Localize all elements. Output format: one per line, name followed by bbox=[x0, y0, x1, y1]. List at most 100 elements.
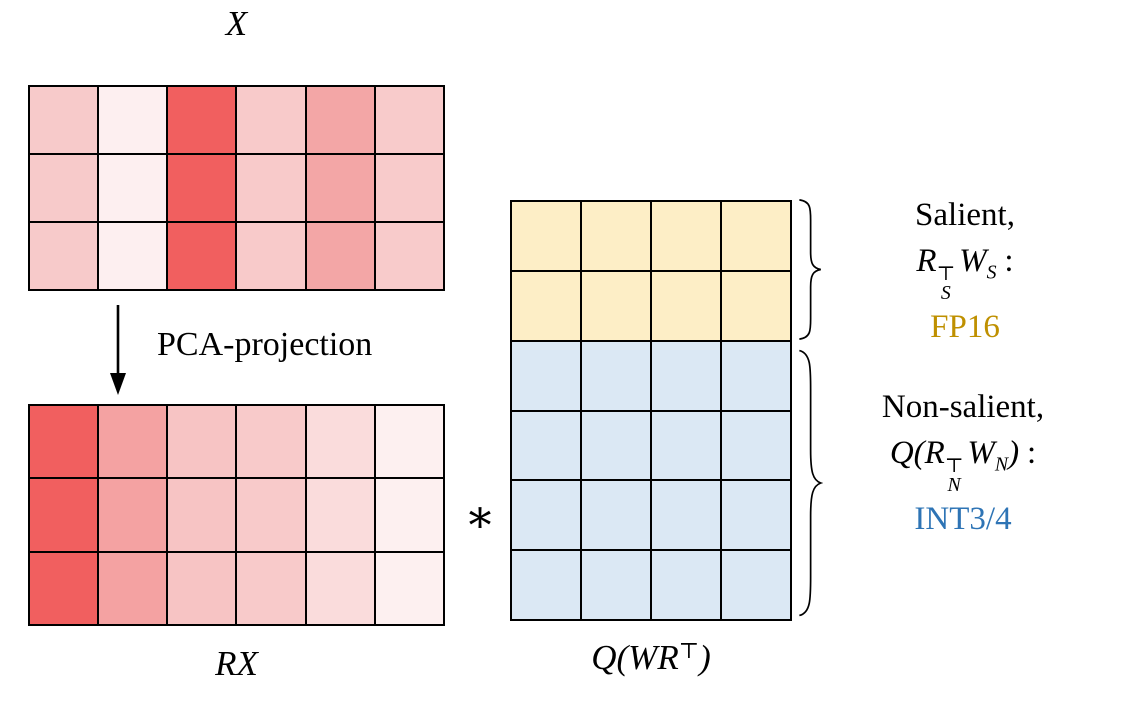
matrix-cell bbox=[722, 551, 790, 619]
matrix-cell bbox=[652, 341, 720, 410]
matrix-cell bbox=[99, 223, 167, 289]
matrix-cell bbox=[306, 87, 374, 153]
matrix-cell bbox=[375, 406, 443, 478]
matrix-cell bbox=[168, 552, 236, 624]
pca-projection-label: PCA-projection bbox=[157, 326, 373, 363]
matrix-cell bbox=[99, 87, 167, 153]
matrix-cell bbox=[30, 406, 98, 478]
matrix-cell bbox=[512, 551, 580, 619]
matrix-cell bbox=[512, 271, 580, 340]
matrix-cell bbox=[652, 202, 720, 270]
matrix-cell bbox=[306, 223, 374, 289]
matrix-cell bbox=[30, 87, 98, 153]
matrix-cell bbox=[306, 552, 374, 624]
salient-formula: R ⊤ S WS: bbox=[810, 238, 1120, 304]
matrix-cell bbox=[237, 155, 305, 221]
x-matrix bbox=[28, 85, 445, 291]
non-salient-title: Non-salient, bbox=[881, 389, 1045, 425]
matrix-cell bbox=[30, 479, 98, 551]
matrix-cell bbox=[375, 155, 443, 221]
non-salient-formula: Q(R ⊤ N WN): bbox=[798, 430, 1126, 496]
matrix-cell bbox=[237, 223, 305, 289]
non-salient-colon: : bbox=[1027, 435, 1037, 472]
matrix-cell bbox=[237, 406, 305, 478]
non-salient-formula-scripts: ⊤ N bbox=[944, 454, 964, 497]
matrix-cell bbox=[99, 479, 167, 551]
matrix-cell bbox=[582, 341, 650, 410]
matrix-cell bbox=[99, 406, 167, 478]
non-salient-formula-w: W bbox=[967, 435, 995, 472]
matrix-cell bbox=[582, 551, 650, 619]
multiply-operator: ∗ bbox=[464, 491, 496, 542]
matrix-cell bbox=[99, 552, 167, 624]
matrix-cell bbox=[652, 411, 720, 480]
matrix-cell bbox=[652, 481, 720, 550]
non-salient-brace bbox=[796, 345, 823, 621]
rx-matrix-label: RX bbox=[28, 644, 445, 684]
matrix-cell bbox=[30, 552, 98, 624]
matrix-cell bbox=[99, 155, 167, 221]
matrix-cell bbox=[722, 341, 790, 410]
matrix-cell bbox=[722, 411, 790, 480]
s-sub: S bbox=[940, 282, 951, 305]
matrix-cell bbox=[652, 271, 720, 340]
salient-formula-scripts: ⊤ S bbox=[936, 262, 956, 305]
rx-matrix-label-text: RX bbox=[215, 644, 258, 683]
matrix-cell bbox=[306, 155, 374, 221]
matrix-cell bbox=[375, 223, 443, 289]
matrix-cell bbox=[237, 479, 305, 551]
non-salient-formula-close: ) bbox=[1008, 435, 1020, 472]
transpose-sup: ⊤ bbox=[944, 454, 964, 477]
salient-formula-w: W bbox=[959, 243, 987, 280]
salient-formula-r: R bbox=[916, 243, 937, 280]
matrix-cell bbox=[512, 481, 580, 550]
x-matrix-label-text: X bbox=[225, 4, 248, 43]
w-sub: S bbox=[986, 261, 997, 284]
matrix-cell bbox=[375, 87, 443, 153]
matrix-cell bbox=[168, 223, 236, 289]
matrix-cell bbox=[168, 87, 236, 153]
non-salient-annotation: Non-salient, Q(R ⊤ N WN): INT3/4 bbox=[798, 384, 1126, 542]
matrix-cell bbox=[168, 155, 236, 221]
non-salient-formula-open: Q( bbox=[889, 435, 925, 472]
matrix-cell bbox=[237, 552, 305, 624]
salient-precision: FP16 bbox=[930, 309, 1000, 346]
w-sub: N bbox=[994, 453, 1009, 476]
down-arrow-icon bbox=[110, 305, 126, 395]
matrix-cell bbox=[30, 155, 98, 221]
matrix-cell bbox=[722, 271, 790, 340]
q-label-transpose: ⊤ bbox=[678, 639, 700, 664]
matrix-cell bbox=[582, 411, 650, 480]
matrix-cell bbox=[582, 271, 650, 340]
salient-brace bbox=[796, 197, 823, 342]
q-matrix-label: Q(WR⊤) bbox=[495, 638, 807, 678]
matrix-cell bbox=[30, 223, 98, 289]
salient-colon: : bbox=[1004, 243, 1014, 280]
non-salient-formula-r: R bbox=[924, 435, 945, 472]
q-label-prefix: Q(WR bbox=[591, 638, 679, 677]
q-label-suffix: ) bbox=[699, 638, 711, 677]
n-sub: N bbox=[947, 474, 961, 497]
salient-annotation: Salient, R ⊤ S WS: FP16 bbox=[810, 192, 1120, 350]
matrix-cell bbox=[168, 406, 236, 478]
x-matrix-label: X bbox=[28, 4, 445, 44]
matrix-cell bbox=[582, 481, 650, 550]
matrix-cell bbox=[306, 406, 374, 478]
matrix-cell bbox=[582, 202, 650, 270]
rx-matrix bbox=[28, 404, 445, 626]
non-salient-precision: INT3/4 bbox=[914, 501, 1012, 538]
matrix-cell bbox=[652, 551, 720, 619]
matrix-cell bbox=[375, 479, 443, 551]
matrix-cell bbox=[375, 552, 443, 624]
matrix-cell bbox=[722, 481, 790, 550]
matrix-cell bbox=[512, 411, 580, 480]
matrix-cell bbox=[237, 87, 305, 153]
matrix-cell bbox=[512, 202, 580, 270]
matrix-cell bbox=[168, 479, 236, 551]
salient-title: Salient, bbox=[915, 197, 1015, 233]
matrix-cell bbox=[512, 341, 580, 410]
q-weight-matrix bbox=[510, 200, 792, 621]
matrix-cell bbox=[306, 479, 374, 551]
transpose-sup: ⊤ bbox=[936, 262, 956, 285]
